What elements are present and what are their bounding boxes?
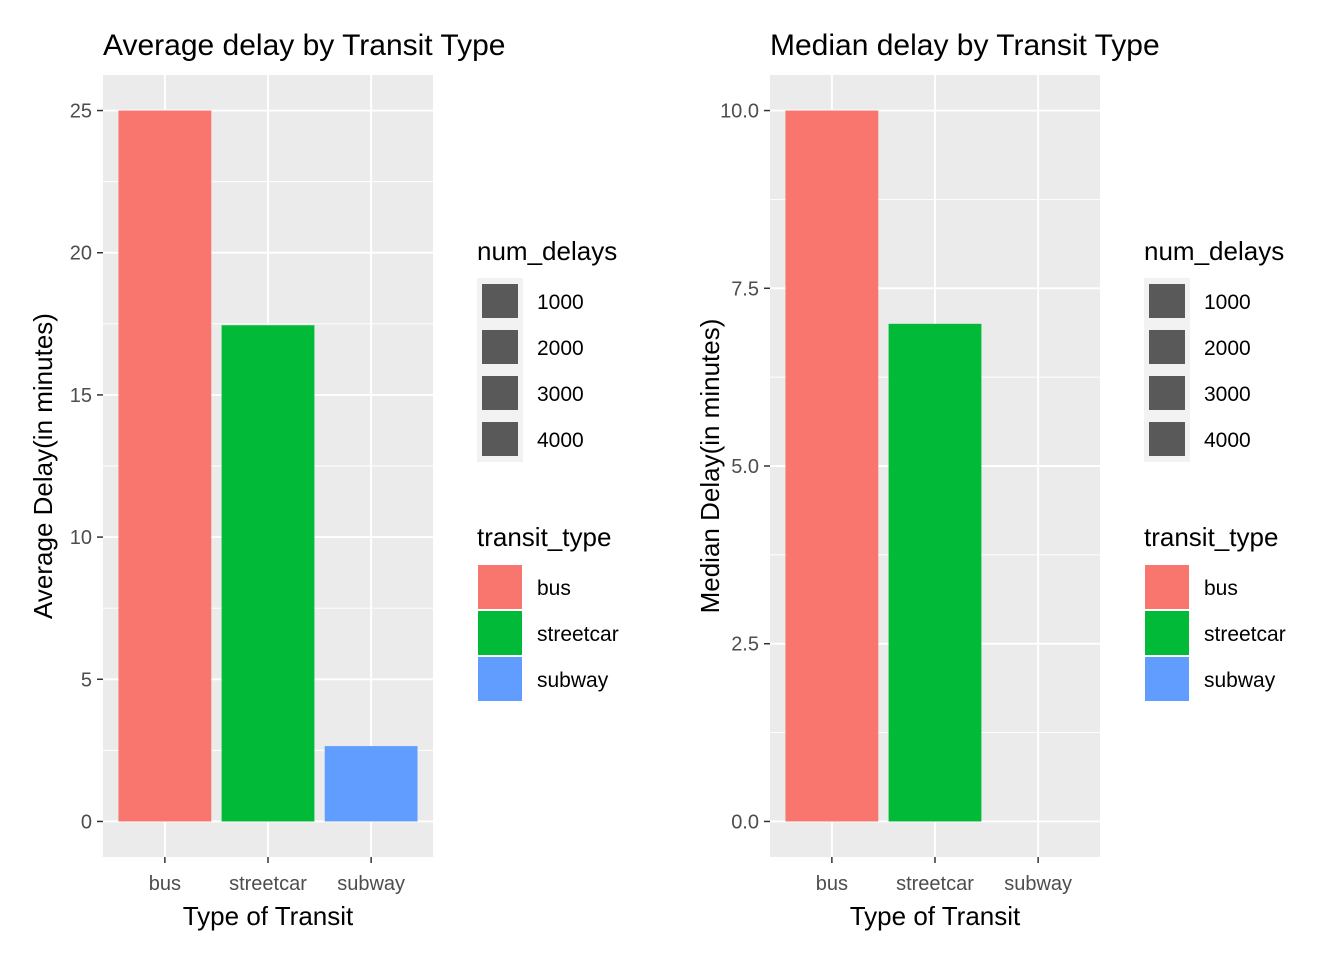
legend-key-size — [482, 422, 518, 456]
legend-label: 3000 — [537, 383, 584, 406]
y-tick-label: 0 — [81, 811, 92, 833]
legend-label: 3000 — [1204, 383, 1251, 406]
y-tick-label: 5.0 — [731, 456, 759, 478]
y-tick-label: 0.0 — [731, 811, 759, 833]
x-tick-label: subway — [1004, 873, 1072, 895]
y-tick-label: 10 — [70, 527, 92, 549]
legend: num_delays 1000 2000 3000 4000 transit_typebu… — [1144, 236, 1286, 701]
legend-key-size — [1149, 284, 1185, 318]
legend-key-streetcar — [478, 611, 522, 655]
legend-title-num-delays: num_delays — [1144, 236, 1284, 266]
legend-label: bus — [537, 577, 571, 600]
legend-key-streetcar — [1145, 611, 1189, 655]
legend-key-size — [482, 376, 518, 410]
legend-label: 2000 — [537, 337, 584, 360]
x-tick-label: subway — [337, 873, 405, 895]
bar-bus — [118, 110, 212, 822]
y-tick-label: 25 — [70, 101, 92, 123]
legend-key-bus — [478, 565, 522, 609]
legend-key-size — [1149, 422, 1185, 456]
chart-title: Median delay by Transit Type — [770, 29, 1160, 62]
x-tick-label: bus — [816, 873, 848, 895]
legend-label: streetcar — [1204, 623, 1286, 646]
legend-key-size — [1149, 330, 1185, 364]
legend-label: 1000 — [1204, 291, 1251, 314]
legend-label: bus — [1204, 577, 1238, 600]
legend-label: 4000 — [537, 429, 584, 452]
x-tick-label: bus — [149, 873, 181, 895]
legend-key-size — [482, 284, 518, 318]
legend-title-transit-type: transit_type — [1144, 522, 1278, 552]
chart-panel-1: 0 5 10 15 20 25 bus streetcar subway Average dela… — [28, 29, 619, 931]
y-tick-label: 20 — [70, 243, 92, 265]
legend-title-num-delays: num_delays — [477, 236, 617, 266]
y-tick-label: 15 — [70, 385, 92, 407]
legend-key-size — [1149, 376, 1185, 410]
legend-label: 4000 — [1204, 429, 1251, 452]
chart-panel-2: 0.0 2.5 5.0 7.5 10.0 bus streetcar subway Median… — [695, 29, 1286, 931]
legend-label: 2000 — [1204, 337, 1251, 360]
bar-streetcar — [888, 323, 982, 822]
x-axis-label: Type of Transit — [850, 901, 1021, 931]
x-tick-label: streetcar — [896, 873, 974, 895]
legend-label: streetcar — [537, 623, 619, 646]
y-tick-label: 10.0 — [720, 101, 759, 123]
y-axis-label: Median Delay(in minutes) — [695, 319, 725, 614]
y-tick-label: 5 — [81, 669, 92, 691]
y-tick-label: 7.5 — [731, 278, 759, 300]
legend-key-size — [482, 330, 518, 364]
legend-label: subway — [537, 669, 609, 692]
legend-title-transit-type: transit_type — [477, 522, 611, 552]
legend-key-subway — [1145, 657, 1189, 701]
legend-key-bus — [1145, 565, 1189, 609]
chart-title: Average delay by Transit Type — [103, 29, 505, 62]
y-tick-label: 2.5 — [731, 634, 759, 656]
legend: num_delays 1000 2000 3000 4000 transit_typebu… — [477, 236, 619, 701]
bar-subway — [324, 746, 418, 822]
x-tick-label: streetcar — [229, 873, 307, 895]
legend-key-subway — [478, 657, 522, 701]
legend-label: subway — [1204, 669, 1276, 692]
x-axis-label: Type of Transit — [183, 901, 354, 931]
bar-bus — [785, 110, 879, 822]
y-axis-label: Average Delay(in minutes) — [28, 313, 58, 619]
legend-label: 1000 — [537, 291, 584, 314]
bar-streetcar — [221, 325, 315, 822]
